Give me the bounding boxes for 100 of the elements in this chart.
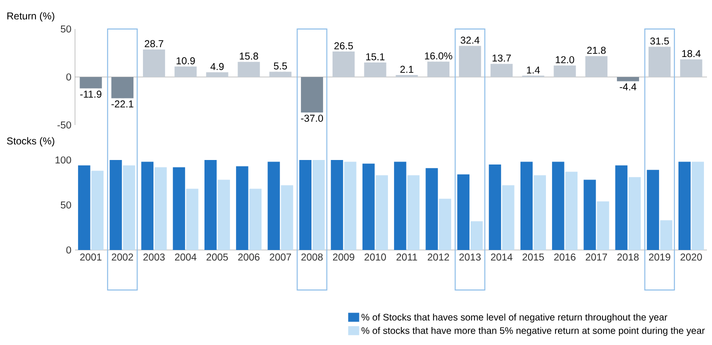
x-tick-label: 2019 — [648, 254, 670, 261]
bar — [457, 174, 470, 250]
bar — [660, 220, 672, 250]
data-label: 18.4 — [682, 50, 701, 58]
bar — [554, 65, 576, 77]
y-tick-label: -50 — [57, 121, 72, 129]
bar — [172, 167, 186, 250]
bar — [364, 62, 386, 77]
bar — [552, 162, 564, 250]
bar — [490, 64, 513, 77]
x-tick-label: 2011 — [396, 254, 418, 261]
bar — [615, 165, 628, 250]
data-label: 5.5 — [274, 62, 287, 70]
data-label: -22.1 — [111, 100, 134, 108]
bar — [488, 164, 502, 250]
data-label: 1.4 — [527, 66, 540, 74]
x-tick-label: 2002 — [112, 254, 134, 261]
bar — [692, 162, 704, 250]
data-label: 21.8 — [587, 46, 606, 54]
bar — [110, 160, 122, 250]
bar — [458, 46, 482, 77]
data-label: -37.0 — [301, 114, 324, 122]
y-axis-title: Stocks (%) — [7, 137, 54, 146]
bar — [236, 166, 248, 250]
bar — [646, 170, 660, 250]
y-axis-title: Return (%) — [7, 12, 54, 22]
legend-label: % of stocks that have more than 5% negative return at some point during the year — [362, 326, 705, 336]
bar — [438, 198, 452, 250]
x-tick-label: 2007 — [270, 254, 292, 261]
data-label: 13.7 — [492, 54, 511, 62]
bar — [584, 180, 596, 250]
bar — [300, 76, 324, 113]
x-tick-label: 2016 — [554, 254, 576, 261]
y-tick-label: 0 — [66, 246, 72, 254]
bar — [648, 46, 671, 77]
bar — [312, 160, 325, 250]
bar — [534, 175, 546, 250]
bar — [206, 72, 228, 77]
bar — [520, 162, 533, 250]
bar — [122, 165, 136, 250]
y-tick-label: 0 — [66, 73, 72, 81]
bar — [470, 221, 483, 250]
bar — [407, 175, 420, 250]
bar — [502, 185, 514, 250]
x-tick-label: 2020 — [680, 254, 702, 261]
data-label: 26.5 — [334, 42, 353, 50]
bar — [280, 185, 294, 250]
y-tick-label: 50 — [60, 25, 72, 33]
bar — [174, 66, 197, 77]
bar — [268, 162, 280, 250]
data-label: 15.1 — [366, 53, 384, 60]
bar — [299, 160, 312, 250]
data-label: 2.1 — [400, 66, 414, 73]
x-tick-label: 2001 — [80, 254, 102, 261]
bar — [269, 72, 292, 77]
bar — [585, 56, 608, 77]
bar — [186, 188, 198, 250]
bar — [111, 76, 134, 98]
bar — [78, 165, 90, 250]
x-tick-label: 2006 — [238, 254, 260, 261]
x-tick-label: 2012 — [428, 254, 450, 261]
data-label: -4.4 — [620, 83, 636, 90]
x-tick-label: 2015 — [522, 254, 544, 261]
x-tick-label: 2017 — [586, 254, 608, 261]
y-tick-label: 50 — [60, 201, 72, 209]
bar — [362, 164, 375, 250]
data-label: 32.4 — [460, 36, 480, 44]
y-tick-label: 100 — [56, 156, 72, 164]
data-label: 16.0% — [424, 52, 452, 60]
bar — [427, 62, 450, 77]
bar — [154, 167, 167, 250]
data-label: 10.9 — [176, 57, 195, 64]
data-label: 4.9 — [210, 63, 224, 70]
bar — [344, 162, 356, 250]
bar — [565, 172, 578, 250]
data-label: 31.5 — [650, 37, 669, 45]
bar — [376, 175, 388, 250]
x-tick-label: 2003 — [143, 254, 165, 261]
bar — [142, 49, 166, 77]
x-tick-label: 2018 — [617, 254, 639, 261]
bar — [332, 52, 355, 77]
bar — [238, 62, 260, 77]
data-label: -11.9 — [80, 90, 102, 98]
x-tick-label: 2009 — [332, 254, 354, 261]
data-label: 12.0 — [556, 56, 574, 64]
bar — [394, 162, 406, 250]
x-tick-label: 2010 — [364, 254, 386, 261]
x-tick-label: 2014 — [490, 254, 512, 261]
bar — [141, 162, 154, 250]
data-label: 28.7 — [144, 40, 164, 48]
bar — [91, 170, 104, 250]
bar — [628, 177, 641, 250]
bar — [680, 59, 702, 77]
bar — [218, 180, 230, 250]
bar — [596, 201, 610, 250]
x-tick-label: 2005 — [206, 254, 228, 261]
x-tick-label: 2008 — [301, 254, 323, 261]
bar — [80, 76, 102, 88]
bar — [204, 160, 217, 250]
data-label: 15.8 — [240, 52, 258, 60]
